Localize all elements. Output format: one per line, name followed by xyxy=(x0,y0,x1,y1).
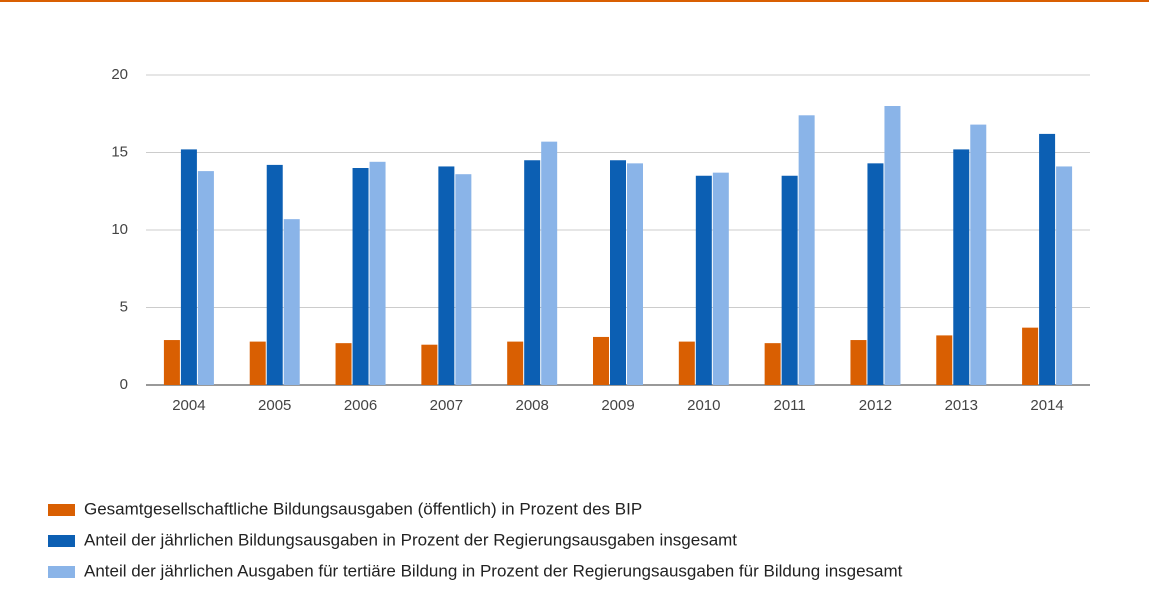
bar xyxy=(781,175,798,385)
bar xyxy=(507,341,524,385)
bar xyxy=(712,172,729,385)
x-tick-label: 2014 xyxy=(1030,397,1063,414)
x-tick-label: 2008 xyxy=(515,397,548,414)
bar xyxy=(283,219,300,385)
bar xyxy=(421,344,438,385)
x-tick-label: 2011 xyxy=(774,397,806,414)
y-tick-label: 0 xyxy=(120,376,128,393)
legend-swatch xyxy=(48,566,75,578)
bar xyxy=(850,340,867,385)
legend-label: Anteil der jährlichen Ausgaben für terti… xyxy=(84,561,903,580)
bar xyxy=(970,124,987,385)
bar xyxy=(335,343,352,385)
bar xyxy=(266,164,283,385)
x-tick-label: 2004 xyxy=(172,397,205,414)
x-tick-label: 2007 xyxy=(430,397,463,414)
bar xyxy=(163,340,180,385)
bar xyxy=(884,106,901,385)
bar xyxy=(180,149,197,385)
bar xyxy=(627,163,643,385)
bar xyxy=(593,336,609,385)
bar xyxy=(541,141,558,385)
x-tick-label: 2005 xyxy=(258,397,291,414)
bar xyxy=(1039,133,1056,385)
x-tick-label: 2006 xyxy=(344,397,377,414)
bar xyxy=(867,163,884,385)
top-border xyxy=(0,0,1149,2)
bar xyxy=(678,341,695,385)
bar xyxy=(197,171,214,385)
legend-label: Gesamtgesellschaftliche Bildungsausgaben… xyxy=(84,499,642,518)
bar xyxy=(369,161,386,385)
bar xyxy=(438,166,455,385)
bar xyxy=(352,168,369,385)
bar xyxy=(695,175,712,385)
bar xyxy=(1056,166,1073,385)
x-tick-label: 2013 xyxy=(945,397,978,414)
x-tick-label: 2012 xyxy=(859,397,892,414)
y-tick-label: 5 xyxy=(120,298,128,315)
bar xyxy=(610,160,626,385)
bar xyxy=(1022,327,1039,385)
y-tick-label: 15 xyxy=(111,143,128,160)
y-tick-label: 10 xyxy=(111,221,128,238)
bar xyxy=(524,160,541,385)
legend-swatch xyxy=(48,535,75,547)
bar xyxy=(249,341,266,385)
bar xyxy=(936,335,953,385)
bar xyxy=(953,149,970,385)
x-tick-label: 2009 xyxy=(601,397,634,414)
legend-label: Anteil der jährlichen Bildungsausgaben i… xyxy=(84,530,737,549)
y-tick-label: 20 xyxy=(111,66,128,83)
bar xyxy=(764,343,781,385)
bar xyxy=(455,174,472,385)
bar xyxy=(798,115,815,386)
x-tick-label: 2010 xyxy=(687,397,720,414)
legend-swatch xyxy=(48,504,75,516)
